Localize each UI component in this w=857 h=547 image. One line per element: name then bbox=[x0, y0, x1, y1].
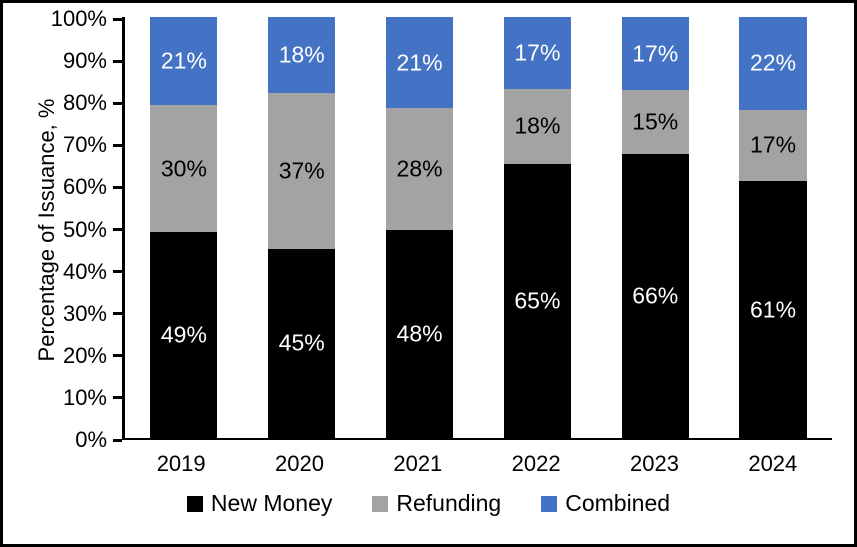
bar-column-2021: 48% 28% 21% bbox=[361, 17, 479, 438]
y-tick-label: 100% bbox=[50, 6, 107, 31]
legend-swatch-icon bbox=[372, 495, 389, 512]
x-tick-label-2024: 2024 bbox=[748, 451, 798, 476]
bar-segment-new-money: 49% bbox=[150, 231, 218, 438]
bar-segment-new-money: 48% bbox=[385, 229, 454, 438]
y-tick-label: 20% bbox=[62, 342, 107, 368]
legend-label: Combined bbox=[565, 490, 671, 516]
y-tick-mark bbox=[113, 228, 122, 231]
x-tick-label-2020: 2020 bbox=[275, 451, 324, 476]
bar-2023: 66% 15% 17% bbox=[621, 17, 689, 438]
bar-segment-new-money: 45% bbox=[268, 248, 336, 438]
data-label: 18% bbox=[514, 112, 561, 139]
bar-column-2023: 66% 15% 17% bbox=[596, 17, 714, 438]
y-tick-mark bbox=[113, 396, 122, 400]
legend-swatch-icon bbox=[541, 495, 558, 512]
y-tick-label: 70% bbox=[62, 132, 107, 158]
x-tick-label-2022: 2022 bbox=[511, 451, 561, 476]
data-label: 17% bbox=[750, 131, 797, 158]
data-label: 18% bbox=[278, 41, 325, 68]
bar-2021: 48% 28% 21% bbox=[385, 17, 454, 438]
y-tick-mark bbox=[113, 143, 122, 147]
data-label: 65% bbox=[514, 287, 561, 314]
data-label: 21% bbox=[396, 49, 443, 76]
data-label: 66% bbox=[632, 282, 679, 309]
bar-2024: 61% 17% 22% bbox=[739, 17, 807, 438]
bar-segment-refunding: 18% bbox=[503, 88, 571, 165]
y-tick-mark bbox=[113, 185, 122, 189]
data-label: 48% bbox=[396, 320, 443, 347]
legend-item-new-money: New Money bbox=[186, 490, 333, 517]
y-tick-mark bbox=[113, 312, 122, 316]
data-label: 15% bbox=[632, 108, 679, 135]
data-label: 22% bbox=[750, 49, 797, 76]
legend: New Money Refunding Combined bbox=[3, 490, 854, 517]
bar-segment-refunding: 17% bbox=[739, 109, 807, 182]
bar-segment-combined: 21% bbox=[150, 17, 218, 106]
data-label: 30% bbox=[160, 155, 207, 182]
bar-column-2020: 45% 37% 18% bbox=[243, 17, 361, 438]
plot-area: 49% 30% 21% 45% 37% 18% 48% 28% 21% 65% 18% 17% 66% 1… bbox=[122, 17, 832, 440]
bar-2019: 49% 30% 21% bbox=[150, 17, 218, 438]
y-tick-label: 10% bbox=[62, 384, 107, 410]
x-tick-label-2021: 2021 bbox=[393, 451, 443, 476]
bar-segment-refunding: 30% bbox=[150, 105, 218, 232]
bar-column-2019: 49% 30% 21% bbox=[125, 17, 243, 438]
legend-swatch-icon bbox=[186, 495, 203, 512]
data-label: 49% bbox=[160, 321, 207, 348]
bar-2022: 65% 18% 17% bbox=[503, 17, 571, 438]
y-tick-label: 40% bbox=[62, 258, 107, 284]
bar-segment-new-money: 65% bbox=[503, 164, 571, 438]
bar-column-2022: 65% 18% 17% bbox=[478, 17, 596, 438]
y-tick-mark bbox=[113, 59, 122, 63]
legend-label: Refunding bbox=[396, 490, 502, 516]
data-label: 21% bbox=[160, 47, 207, 74]
legend-item-combined: Combined bbox=[541, 490, 670, 517]
bar-segment-refunding: 37% bbox=[268, 92, 336, 249]
data-label: 17% bbox=[514, 39, 561, 66]
data-label: 17% bbox=[632, 40, 679, 67]
y-tick-label: 60% bbox=[62, 174, 107, 200]
bar-segment-refunding: 28% bbox=[385, 108, 454, 230]
y-tick-mark bbox=[113, 17, 122, 21]
bar-segment-combined: 21% bbox=[385, 17, 454, 109]
y-tick-label: 90% bbox=[62, 48, 107, 74]
bars-container: 49% 30% 21% 45% 37% 18% 48% 28% 21% 65% 18% 17% 66% 1… bbox=[125, 17, 832, 438]
bar-column-2024: 61% 17% 22% bbox=[714, 17, 832, 438]
data-label: 28% bbox=[396, 155, 443, 182]
y-tick-label: 0% bbox=[75, 427, 107, 452]
y-tick-label: 50% bbox=[62, 216, 107, 242]
bar-segment-new-money: 66% bbox=[621, 154, 689, 438]
x-tick-label-2019: 2019 bbox=[156, 451, 206, 476]
bar-segment-combined: 22% bbox=[739, 17, 807, 110]
y-tick-mark bbox=[113, 354, 122, 358]
y-tick-label: 30% bbox=[62, 300, 107, 326]
y-tick-label: 80% bbox=[62, 90, 107, 116]
x-axis: 2019 2020 2021 2022 2023 2024 bbox=[122, 451, 832, 477]
data-label: 61% bbox=[750, 296, 797, 323]
bar-segment-new-money: 61% bbox=[739, 181, 807, 438]
y-tick-mark bbox=[113, 101, 122, 105]
legend-item-refunding: Refunding bbox=[372, 490, 501, 517]
data-label: 45% bbox=[278, 329, 325, 356]
y-tick-mark bbox=[113, 438, 122, 442]
legend-label: New Money bbox=[210, 490, 333, 516]
bar-segment-combined: 18% bbox=[268, 17, 336, 93]
y-tick-mark bbox=[113, 270, 122, 274]
data-label: 37% bbox=[278, 157, 325, 184]
bar-segment-combined: 17% bbox=[621, 17, 689, 91]
bar-2020: 45% 37% 18% bbox=[268, 17, 336, 438]
x-tick-label-2023: 2023 bbox=[630, 451, 679, 476]
bar-segment-combined: 17% bbox=[503, 17, 571, 89]
bar-segment-refunding: 15% bbox=[621, 90, 689, 155]
